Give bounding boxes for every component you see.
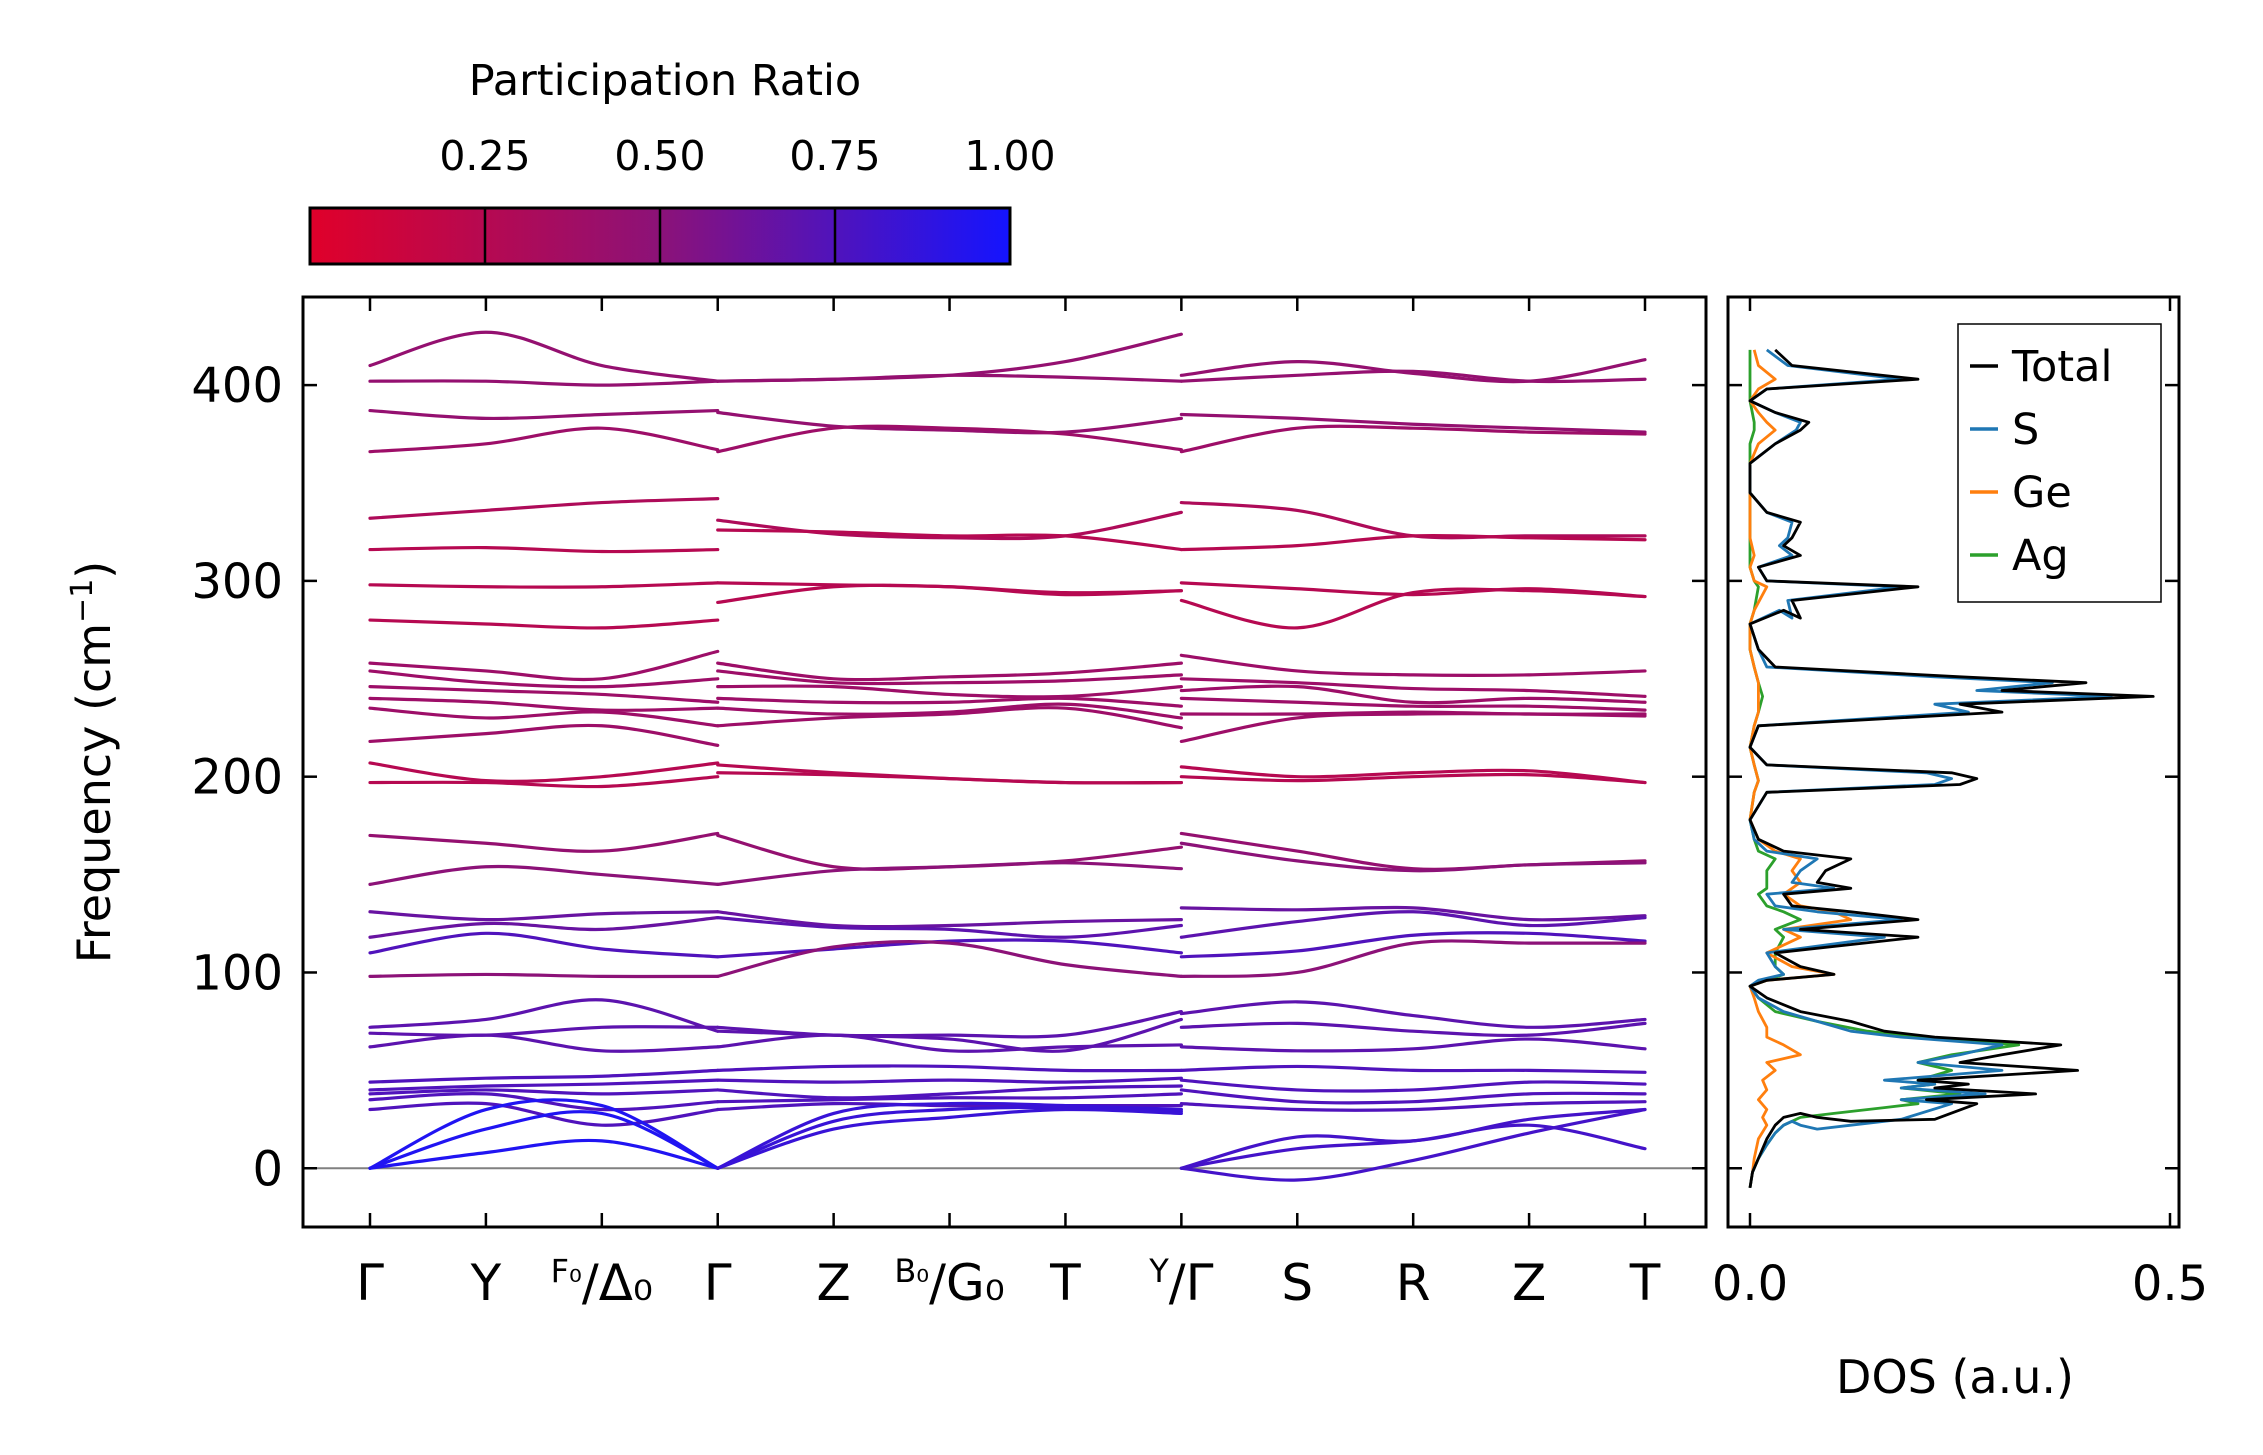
k-point-label: F₀/Δ₀ — [551, 1252, 653, 1312]
colorbar: Participation Ratio 0.25 0.50 0.75 1.00 — [310, 56, 1056, 264]
phonon-band — [718, 863, 1182, 885]
legend-entry: Ag — [2012, 531, 2069, 581]
y-tick-label: 100 — [191, 945, 283, 1001]
colorbar-tick-label: 0.50 — [614, 132, 705, 180]
phonon-band — [1181, 912, 1645, 937]
phonon-band — [370, 918, 718, 938]
phonon-band — [370, 763, 718, 781]
band-structure-panel: Γ Y F₀/Δ₀ Γ Z B₀/G₀ T Y/Γ S R Z T 0 100 200 300 400 Fre… — [65, 297, 1706, 1312]
k-point-label: Y/Γ — [1148, 1252, 1213, 1312]
y-axis-label-superscript: −1 — [65, 579, 100, 623]
phonon-band — [718, 1078, 1182, 1082]
phonon-band — [1181, 941, 1645, 976]
y-axis-label-close: ) — [67, 561, 121, 579]
k-point-label-main: /Δ₀ — [582, 1254, 653, 1312]
phonon-band — [370, 1090, 718, 1094]
colorbar-tick-label: 0.25 — [439, 132, 530, 180]
legend-entry: S — [2012, 405, 2039, 455]
phonon-band — [1181, 1066, 1645, 1072]
k-point-label: Z — [1512, 1254, 1546, 1312]
k-point-label: B₀/G₀ — [894, 1252, 1004, 1312]
phonon-band — [370, 833, 718, 851]
phonon-band — [718, 585, 1182, 602]
legend-entry: Total — [2011, 342, 2112, 392]
phonon-band — [718, 698, 1182, 706]
phonon-band — [718, 686, 1182, 697]
dos-legend: Total S Ge Ag — [1958, 324, 2161, 602]
phonon-band — [1181, 583, 1645, 597]
k-point-label: Z — [817, 1254, 851, 1312]
phonon-band — [718, 375, 1182, 381]
phonon-band — [370, 933, 718, 957]
phonon-band — [370, 499, 718, 519]
phonon-band — [718, 530, 1182, 550]
y-axis-label-text: Frequency (cm — [67, 623, 121, 963]
phonon-band — [1181, 714, 1645, 742]
phonon-band — [370, 1070, 718, 1082]
y-tick-label: 0 — [252, 1141, 283, 1197]
colorbar-tick-label: 1.00 — [964, 132, 1055, 180]
k-point-label: Γ — [704, 1254, 732, 1312]
phonon-band — [1181, 1110, 1645, 1181]
phonon-band — [370, 620, 718, 628]
phonon-band — [370, 1100, 718, 1169]
y-tick-label: 400 — [191, 358, 283, 414]
phonon-band — [1181, 907, 1645, 919]
phonon-band — [370, 912, 718, 920]
phonon-band — [1181, 1080, 1645, 1091]
phonon-band — [370, 725, 718, 745]
y-tick-label: 200 — [191, 750, 283, 806]
k-point-label-superscript: F₀ — [551, 1252, 582, 1290]
phonon-band — [370, 1140, 718, 1168]
phonon-band — [370, 1035, 718, 1051]
dos-x-tick-label: 0.5 — [2132, 1256, 2208, 1312]
phonon-band — [718, 942, 1182, 977]
phonon-band — [1181, 371, 1645, 381]
phonon-band — [370, 671, 718, 687]
phonon-band — [718, 704, 1182, 718]
k-point-label-superscript: B₀ — [894, 1252, 929, 1290]
dos-panel: 0.0 0.5 DOS (a.u.) Total S Ge Ag — [1712, 297, 2208, 1404]
colorbar-tick-label: 0.75 — [789, 132, 880, 180]
phonon-band — [370, 1027, 718, 1036]
k-point-label: T — [1049, 1254, 1081, 1312]
phonon-band — [1181, 1090, 1645, 1103]
legend-entry: Ge — [2012, 468, 2072, 518]
y-tick-label: 300 — [191, 554, 283, 610]
k-point-label-main: /Γ — [1169, 1254, 1214, 1312]
k-point-label: Y — [470, 1254, 502, 1312]
dos-x-tick-label: 0.0 — [1712, 1256, 1788, 1312]
phonon-band — [1181, 536, 1645, 550]
k-point-label: S — [1281, 1254, 1313, 1312]
k-point-label: Γ — [356, 1254, 384, 1312]
phonon-band — [718, 1103, 1182, 1168]
phonon-band — [370, 548, 718, 552]
y-axis-label: Frequency (cm−1) — [65, 561, 121, 964]
phonon-band — [370, 866, 718, 884]
phonon-band — [370, 411, 718, 419]
k-point-label-main: /G₀ — [929, 1254, 1005, 1312]
dos-x-axis-label: DOS (a.u.) — [1836, 1350, 2074, 1404]
phonon-band — [718, 773, 1182, 783]
phonon-band — [370, 381, 718, 385]
phonon-band — [370, 332, 718, 381]
band-plot-frame — [303, 297, 1706, 1227]
k-point-label-superscript: Y — [1148, 1252, 1169, 1290]
phonon-band — [370, 698, 718, 710]
phonon-band — [1181, 933, 1645, 957]
phonon-band — [370, 428, 718, 452]
phonon-band — [1181, 655, 1645, 675]
phonon-band — [1181, 843, 1645, 870]
k-point-label: T — [1629, 1254, 1661, 1312]
phonon-band — [1181, 774, 1645, 782]
colorbar-title: Participation Ratio — [469, 56, 862, 106]
phonon-band — [718, 1066, 1182, 1071]
phonon-band — [1181, 503, 1645, 538]
phonon-band — [370, 974, 718, 976]
phonon-band — [370, 583, 718, 587]
phonon-band — [1181, 1039, 1645, 1051]
k-point-label: R — [1396, 1254, 1431, 1312]
figure: Participation Ratio 0.25 0.50 0.75 1.00 ΓYF… — [0, 0, 2263, 1455]
